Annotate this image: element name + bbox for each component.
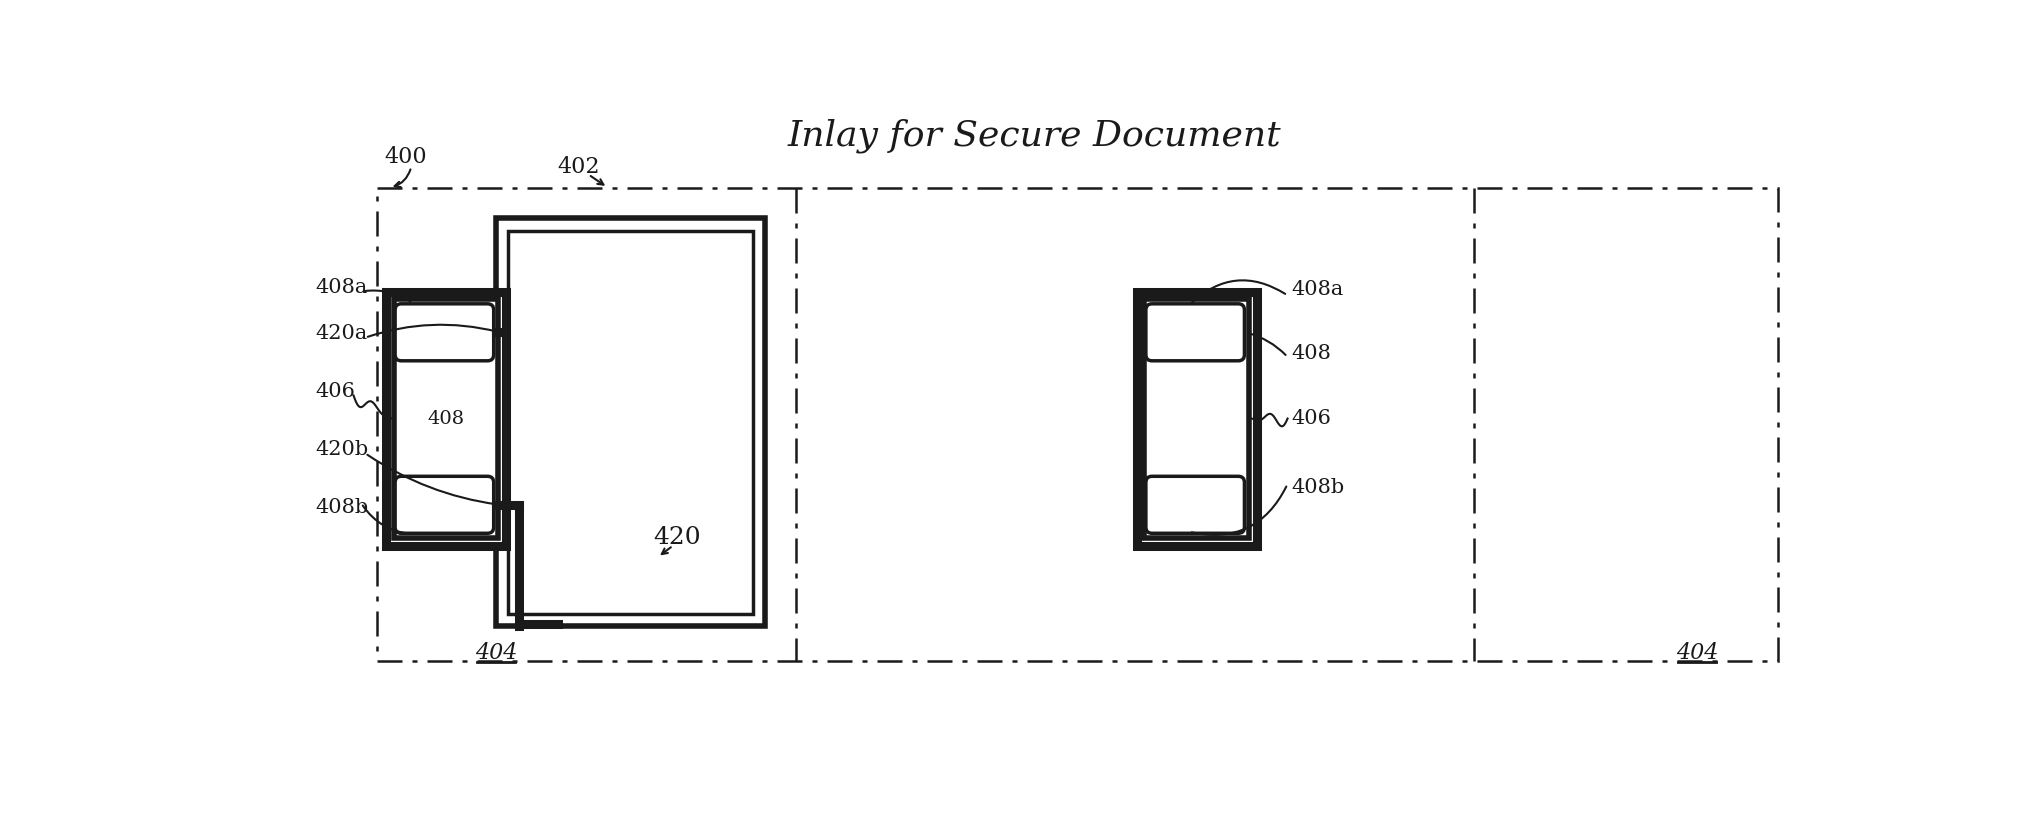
Bar xyxy=(1144,299,1249,538)
Text: 400: 400 xyxy=(383,146,428,167)
Text: 402: 402 xyxy=(557,156,599,177)
Bar xyxy=(509,231,753,614)
Text: 408b: 408b xyxy=(315,497,367,516)
Text: 404: 404 xyxy=(1677,643,1719,664)
Text: 406: 406 xyxy=(1292,409,1332,428)
Bar xyxy=(1136,291,1257,545)
Text: 408a: 408a xyxy=(1292,280,1344,299)
Text: 404: 404 xyxy=(474,643,517,664)
FancyBboxPatch shape xyxy=(396,476,494,533)
Text: 420a: 420a xyxy=(315,324,367,343)
Text: 408a: 408a xyxy=(315,278,367,297)
FancyBboxPatch shape xyxy=(396,304,494,361)
Text: 408b: 408b xyxy=(1292,478,1344,497)
Text: 420: 420 xyxy=(654,526,700,549)
Text: 408: 408 xyxy=(428,409,464,427)
Bar xyxy=(496,219,765,626)
FancyBboxPatch shape xyxy=(1146,304,1245,361)
Bar xyxy=(394,299,498,538)
Text: Inlay for Secure Document: Inlay for Secure Document xyxy=(787,119,1281,153)
Text: 420b: 420b xyxy=(315,440,367,459)
FancyBboxPatch shape xyxy=(1146,476,1245,533)
Bar xyxy=(385,291,507,545)
Bar xyxy=(377,187,1778,661)
Text: 408: 408 xyxy=(1292,343,1332,363)
Text: 406: 406 xyxy=(315,382,355,401)
